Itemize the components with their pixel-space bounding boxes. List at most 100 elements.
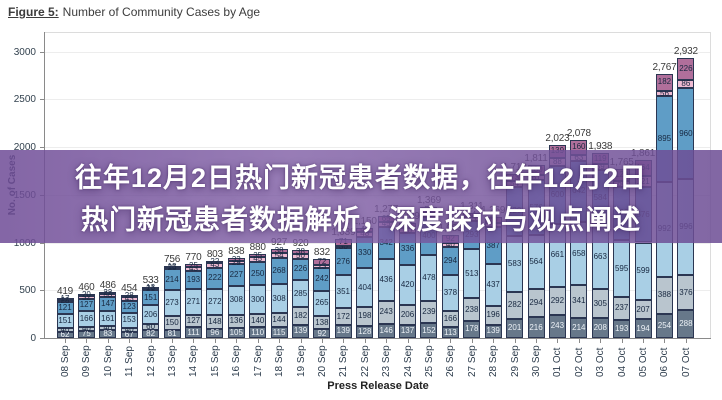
bar-segment-value: 288 bbox=[679, 319, 693, 329]
x-tick-mark bbox=[407, 339, 409, 343]
bar-segment: 136 bbox=[227, 314, 245, 328]
bar-segment: 82 bbox=[142, 330, 160, 338]
bar-total-label: 770 bbox=[185, 252, 202, 264]
bar-segment: 214 bbox=[163, 269, 181, 290]
bar-segment-value: 140 bbox=[251, 315, 265, 325]
x-tick-mark bbox=[300, 339, 302, 343]
x-tick-label: 12 Sep bbox=[145, 345, 157, 377]
bar-segment-value: 38 bbox=[296, 246, 305, 256]
x-tick-mark bbox=[621, 339, 623, 343]
bar-total-label: 1,938 bbox=[588, 140, 613, 152]
y-tick-label: 500 bbox=[19, 285, 36, 297]
bar-segment-value: 110 bbox=[251, 327, 265, 337]
bar-total-label: 2,078 bbox=[566, 127, 591, 139]
bar-segment: 38 bbox=[292, 246, 309, 256]
bar-segment-value: 43 bbox=[210, 260, 220, 270]
bar-segment: 30 bbox=[334, 242, 352, 250]
bar-segment: 17 bbox=[56, 293, 74, 303]
bar-segment-value: 40 bbox=[445, 240, 455, 250]
bar-segment-value: 376 bbox=[679, 287, 693, 297]
bar-segment: 123 bbox=[120, 301, 138, 314]
y-tick-label: 0 bbox=[30, 333, 36, 344]
bar-segment: 198 bbox=[356, 306, 374, 326]
bar-segment-value: 40 bbox=[124, 324, 134, 334]
bar-segment-value: 161 bbox=[101, 313, 115, 323]
bar-segment-value: 81 bbox=[167, 329, 177, 339]
bar-segment-value: 242 bbox=[315, 274, 329, 284]
bar-segment: 121 bbox=[56, 302, 74, 314]
bar-segment-value: 294 bbox=[443, 256, 458, 266]
x-tick-label: 14 Sep bbox=[188, 345, 200, 377]
bar-segment-value: 182 bbox=[293, 311, 308, 321]
bar-segment-value: 388 bbox=[657, 290, 672, 300]
bar-segment: 294 bbox=[441, 247, 459, 276]
bar-segment-value: 17 bbox=[60, 293, 70, 303]
x-tick-mark bbox=[600, 339, 602, 343]
bar-segment-value: 22 bbox=[103, 287, 113, 297]
bar-segment: 144 bbox=[270, 313, 288, 327]
bar-segment-value: 564 bbox=[529, 257, 543, 267]
bar-segment: 254 bbox=[655, 313, 673, 338]
x-tick-mark bbox=[214, 339, 216, 343]
bar-segment-value: 40 bbox=[103, 323, 113, 333]
x-tick-label: 02 Oct bbox=[573, 347, 585, 377]
bar-segment-value: 895 bbox=[657, 134, 672, 144]
bar-segment-value: 198 bbox=[358, 311, 372, 321]
bar-segment: 75 bbox=[77, 330, 95, 338]
figure-title: Figure 5: Number of Community Cases by Ag… bbox=[8, 5, 260, 19]
bar-segment: 300 bbox=[249, 285, 267, 315]
bar-segment-value: 599 bbox=[636, 266, 650, 276]
x-tick-mark bbox=[493, 339, 495, 343]
bar-segment: 146 bbox=[377, 324, 395, 338]
bar-segment: 40 bbox=[441, 240, 459, 250]
grid-line bbox=[45, 147, 710, 148]
x-tick-label: 27 Sep bbox=[466, 345, 478, 377]
y-tick-mark bbox=[40, 290, 44, 292]
bar-segment: 250 bbox=[249, 261, 267, 286]
bar-segment-value: 113 bbox=[443, 327, 457, 337]
bar-segment: 436 bbox=[377, 259, 395, 301]
bar-segment: 513 bbox=[463, 249, 481, 299]
bar-segment: 404 bbox=[356, 268, 374, 307]
bar-segment-value: 137 bbox=[400, 326, 415, 336]
bar-segment: 140 bbox=[249, 314, 267, 328]
x-tick-mark bbox=[343, 339, 345, 343]
bar-segment-value: 166 bbox=[443, 314, 458, 324]
bar-segment: 43 bbox=[206, 260, 224, 270]
overlay-banner-line1: 往年12月2日热门新冠患者数据，往年12月2日 bbox=[74, 163, 648, 193]
bar-segment-value: 201 bbox=[507, 323, 522, 333]
x-tick-label: 06 Oct bbox=[659, 347, 671, 377]
bar-segment: 226 bbox=[292, 258, 309, 281]
bar-total-label: 838 bbox=[228, 245, 245, 257]
grid-line bbox=[45, 290, 710, 292]
bar-segment: 92 bbox=[313, 328, 331, 338]
bar-segment: 216 bbox=[527, 317, 545, 338]
y-tick-mark bbox=[40, 147, 44, 148]
x-tick-mark bbox=[514, 339, 516, 343]
x-tick-label: 23 Sep bbox=[381, 345, 393, 377]
bar-segment: 420 bbox=[399, 265, 417, 306]
bar-segment-value: 271 bbox=[186, 297, 201, 307]
bar-segment-value: 29 bbox=[231, 257, 241, 267]
bar-segment: 388 bbox=[655, 276, 673, 314]
bar-segment: 208 bbox=[591, 318, 609, 338]
bar-segment-value: 43 bbox=[189, 263, 198, 273]
bar-segment-value: 92 bbox=[317, 328, 327, 338]
bar-total-label: 880 bbox=[249, 241, 266, 253]
x-tick-label: 10 Sep bbox=[102, 345, 114, 377]
bar-segment: 376 bbox=[677, 274, 695, 311]
bar-segment-value: 661 bbox=[550, 250, 565, 260]
bar-segment: 40 bbox=[56, 325, 74, 335]
bar-segment: 23 bbox=[313, 262, 331, 270]
x-tick-mark bbox=[257, 339, 259, 343]
bar-segment: 178 bbox=[463, 321, 481, 338]
bar-segment: 86 bbox=[677, 79, 695, 88]
bar-segment: 308 bbox=[270, 283, 288, 314]
x-tick-mark bbox=[129, 339, 131, 343]
bar-segment-value: 40 bbox=[60, 325, 70, 335]
bar-segment-value: 35 bbox=[253, 250, 263, 260]
x-tick-label: 29 Sep bbox=[509, 345, 521, 377]
bar-segment-value: 40 bbox=[81, 323, 91, 333]
bar-segment-value: 43 bbox=[124, 294, 134, 304]
bar-segment: 40 bbox=[120, 324, 138, 334]
